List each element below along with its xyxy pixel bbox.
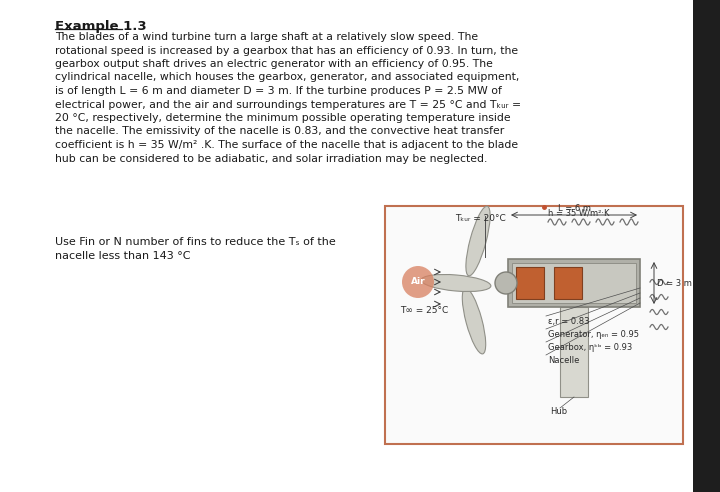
Ellipse shape [466, 206, 490, 276]
Text: Air: Air [410, 277, 426, 286]
Text: Generator, ηₑₙ = 0.95: Generator, ηₑₙ = 0.95 [548, 330, 639, 339]
Text: rotational speed is increased by a gearbox that has an efficiency of 0.93. In tu: rotational speed is increased by a gearb… [55, 45, 518, 56]
Text: hub can be considered to be adiabatic, and solar irradiation may be neglected.: hub can be considered to be adiabatic, a… [55, 154, 487, 163]
Text: The blades of a wind turbine turn a large shaft at a relatively slow speed. The: The blades of a wind turbine turn a larg… [55, 32, 478, 42]
Bar [385, 206, 683, 444]
Text: Use Fin or N number of fins to reduce the Tₛ of the: Use Fin or N number of fins to reduce th… [55, 237, 336, 247]
Text: electrical power, and the air and surroundings temperatures are T = 25 °C and Tₖ: electrical power, and the air and surrou… [55, 99, 521, 110]
Text: Hub: Hub [550, 407, 567, 416]
Bar [554, 267, 582, 299]
Text: 20 °C, respectively, determine the minimum possible operating temperature inside: 20 °C, respectively, determine the minim… [55, 113, 510, 123]
Ellipse shape [462, 288, 486, 354]
Bar [516, 267, 544, 299]
Text: nacelle less than 143 °C: nacelle less than 143 °C [55, 251, 191, 261]
Bar [560, 307, 588, 397]
Text: T∞ = 25°C: T∞ = 25°C [400, 306, 449, 315]
Text: h = 35 W/m²·K: h = 35 W/m²·K [548, 209, 610, 218]
Text: D = 3 m: D = 3 m [657, 278, 692, 287]
Text: the nacelle. The emissivity of the nacelle is 0.83, and the convective heat tran: the nacelle. The emissivity of the nacel… [55, 126, 504, 136]
Text: L = 6 m: L = 6 m [557, 204, 590, 213]
Text: ε,r = 0.83: ε,r = 0.83 [548, 317, 590, 326]
Ellipse shape [421, 275, 491, 292]
Bar [512, 263, 636, 303]
Bar [693, 0, 720, 492]
Text: Tₖᵤᵣ = 20°C: Tₖᵤᵣ = 20°C [455, 214, 505, 223]
Text: Example 1.3: Example 1.3 [55, 20, 147, 33]
Text: gearbox output shaft drives an electric generator with an efficiency of 0.95. Th: gearbox output shaft drives an electric … [55, 59, 493, 69]
Text: coefficient is h = 35 W/m² .K. The surface of the nacelle that is adjacent to th: coefficient is h = 35 W/m² .K. The surfa… [55, 140, 518, 150]
Circle shape [402, 266, 434, 298]
Text: is of length L = 6 m and diameter D = 3 m. If the turbine produces P = 2.5 MW of: is of length L = 6 m and diameter D = 3 … [55, 86, 502, 96]
Text: Nacelle: Nacelle [548, 356, 580, 365]
Bar [508, 259, 640, 307]
Text: Gearbox, ηᵏᵇ = 0.93: Gearbox, ηᵏᵇ = 0.93 [548, 343, 632, 352]
Circle shape [495, 272, 517, 294]
Text: cylindrical nacelle, which houses the gearbox, generator, and associated equipme: cylindrical nacelle, which houses the ge… [55, 72, 519, 83]
